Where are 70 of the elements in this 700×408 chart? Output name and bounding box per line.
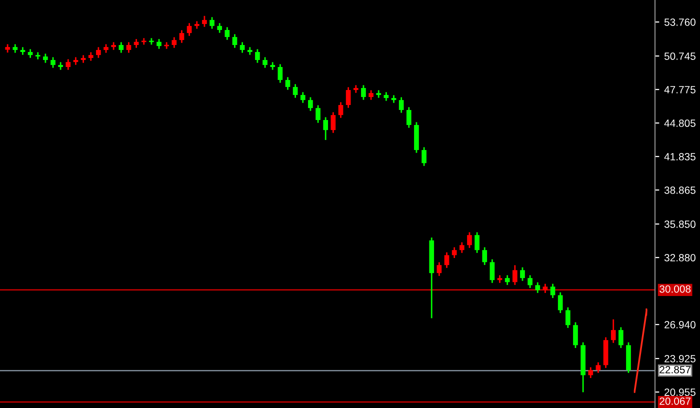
candlestick (474, 232, 480, 254)
candlestick (528, 274, 532, 289)
candlestick (422, 146, 426, 167)
y-tick-label: 32.880 (664, 254, 696, 262)
y-tick-label: 41.835 (664, 153, 696, 160)
candlestick (596, 362, 601, 374)
candlestick (50, 56, 56, 68)
candlestick (398, 96, 404, 114)
candlestick (436, 262, 442, 277)
candlestick (224, 26, 230, 41)
candlestick (323, 116, 328, 141)
ref-line-label: 30.008 (660, 285, 691, 293)
candlestick (172, 36, 177, 49)
ref-line-label: 20.067 (660, 397, 691, 405)
candlestick (459, 242, 464, 254)
candlestick (330, 112, 336, 134)
candlestick (316, 104, 320, 124)
y-tick-label: 50.745 (664, 52, 696, 60)
candlestick (255, 48, 260, 64)
candlestick (217, 22, 222, 34)
candlestick (156, 38, 162, 50)
candlestick (573, 322, 578, 349)
candlestick (43, 53, 48, 64)
candlestick (202, 15, 207, 28)
candlestick (520, 266, 525, 282)
candlestick (278, 63, 283, 84)
candlestick (482, 246, 488, 266)
candlestick (542, 283, 548, 294)
candlestick (610, 318, 616, 344)
candlestick (186, 22, 192, 37)
candlestick (361, 84, 366, 101)
candlestick (368, 90, 374, 101)
candlestick (346, 86, 351, 109)
y-tick-label: 44.805 (664, 120, 696, 127)
candlestick (179, 30, 184, 44)
candlestick (565, 306, 570, 329)
candlestick (66, 58, 71, 71)
candlestick (588, 366, 594, 379)
y-tick-label: 53.760 (664, 18, 696, 26)
candlestick (452, 246, 457, 259)
y-tick-label: 26.940 (664, 321, 696, 328)
candlestick (504, 274, 510, 286)
candlestick (232, 33, 238, 49)
candlestick (338, 102, 344, 119)
candlestick (96, 46, 101, 59)
y-tick-label: 47.775 (664, 86, 696, 94)
candlestick (210, 16, 214, 30)
candlestick (550, 283, 556, 299)
candlestick (308, 96, 313, 112)
y-tick-label: 38.865 (664, 186, 696, 194)
candlestick (300, 91, 306, 104)
candlestick (292, 83, 298, 98)
candlestick (240, 41, 245, 54)
candlestick (262, 56, 268, 68)
candlestick (406, 106, 412, 128)
ref-line-label: 22.857 (660, 366, 691, 374)
candlestick (35, 52, 40, 60)
candlestick (535, 282, 540, 294)
candlestick (618, 326, 624, 349)
candlestick (118, 41, 124, 54)
candlestick (512, 264, 518, 286)
candlestick (444, 252, 450, 269)
candlestick (467, 232, 472, 249)
y-tick-label: 20.955 (664, 388, 696, 396)
candlestick (126, 41, 132, 54)
candlestick (558, 292, 563, 314)
y-tick-label: 23.925 (664, 355, 696, 362)
y-tick-label: 35.850 (664, 220, 696, 228)
candlestick (285, 76, 290, 90)
candlestick (490, 258, 495, 284)
